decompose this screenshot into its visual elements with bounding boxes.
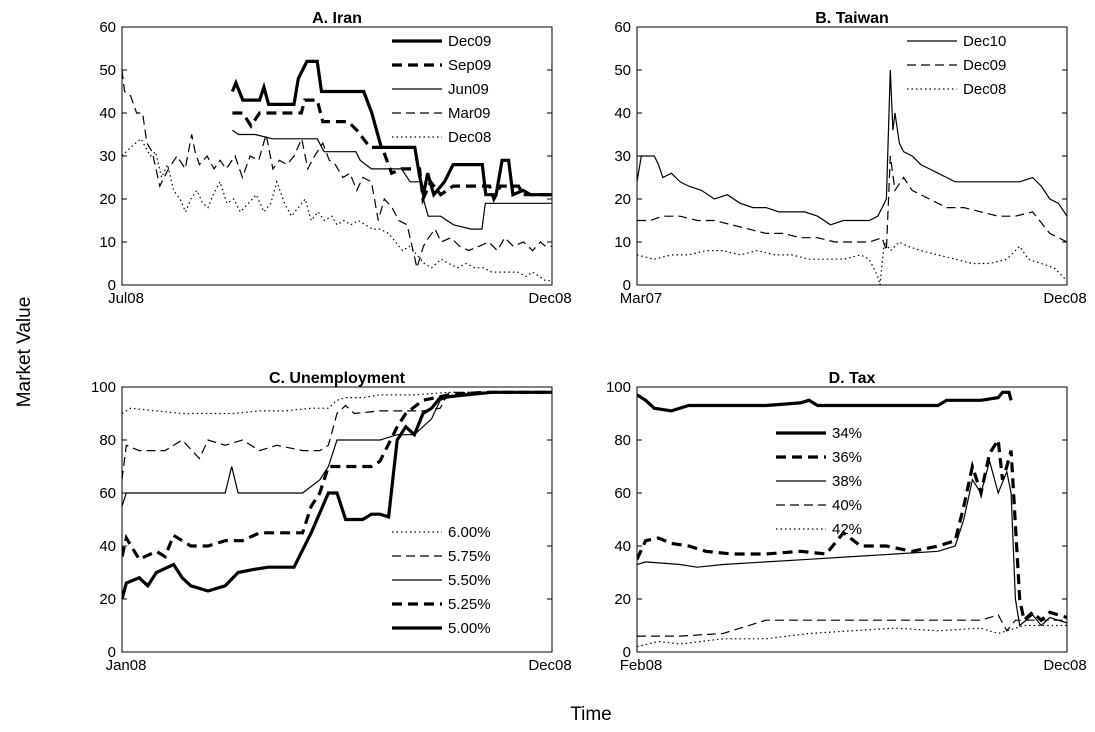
y-tick-label: 60 [99,485,116,502]
y-tick-label: 20 [99,191,116,208]
series-line-34% [637,390,1013,413]
y-tick-label: 30 [614,148,631,165]
series-line-Sep09 [232,98,552,205]
y-tick-label: 40 [99,105,116,122]
y-tick-label: 0 [623,644,631,661]
legend-label: Dec09 [963,57,1006,74]
series-line-5.25% [122,390,552,562]
legend-label: 6.00% [448,524,491,541]
x-tick-label: Dec08 [1043,290,1086,307]
legend-label: 36% [832,449,862,466]
series-line-Dec08 [637,240,1067,285]
series-line-Dec09 [637,155,1067,251]
x-tick-label: Dec08 [528,657,571,674]
y-tick-label: 50 [99,62,116,79]
legend-label: 5.75% [448,548,491,565]
y-tick-label: 40 [614,538,631,555]
legend-label: Sep09 [448,57,491,74]
x-tick-label: Dec08 [1043,657,1086,674]
chart-panel-3: 0 20 40 60 80 100 Jan08 Dec08 C. Unemployment 6.0… [91,370,572,674]
plot-frame [121,26,553,286]
y-tick-label: 10 [99,234,116,251]
panel-title: C. Unemployment [269,370,406,387]
series-line-5.50% [122,391,552,507]
series-line-42% [637,624,1067,648]
y-tick-label: 40 [614,105,631,122]
y-tick-label: 20 [99,591,116,608]
legend-label: 5.50% [448,572,491,589]
y-tick-label: 0 [108,644,116,661]
y-tick-label: 20 [614,591,631,608]
y-tick-label: 50 [614,62,631,79]
legend-label: 5.25% [448,596,491,613]
y-tick-label: 100 [91,379,116,396]
legend-label: Dec08 [448,129,491,146]
chart-panel-1: 0 10 20 30 40 50 60 Jul08 Dec08 A. Iran Dec09 Sep09… [99,10,571,307]
legend-label: Jun09 [448,81,489,98]
plot-frame [636,26,1068,286]
y-tick-label: 20 [614,191,631,208]
x-tick-label: Mar07 [620,290,663,307]
y-tick-label: 60 [614,485,631,502]
panel-title: D. Tax [829,370,876,387]
figure-xlabel: Time [570,704,612,725]
legend-label: Dec10 [963,33,1006,50]
x-tick-label: Jul08 [108,290,144,307]
series-line-40% [637,614,1067,637]
legend: 34% 36% 38% 40% 42% [776,425,862,538]
y-tick-label: 30 [99,148,116,165]
plot-frame [121,386,553,653]
legend-label: 40% [832,497,862,514]
series-line-Dec10 [637,69,1067,226]
legend: 6.00% 5.75% 5.50% 5.25% 5.00% [392,524,491,637]
series-line-Dec08 [122,137,552,282]
series-line-5.00% [122,390,552,600]
legend-label: 5.00% [448,620,491,637]
y-tick-label: 80 [99,432,116,449]
panels: 0 10 20 30 40 50 60 Jul08 Dec08 A. Iran Dec09 Sep09… [91,10,1087,674]
y-tick-label: 100 [606,379,631,396]
legend-label: 34% [832,425,862,442]
figure-ylabel: Market Value [14,297,35,408]
series-line-Dec09 [230,59,552,199]
series-line-6.00% [122,391,552,415]
y-tick-label: 0 [623,277,631,294]
series-line-38% [637,458,1067,627]
panel-title: B. Taiwan [815,10,889,27]
series-line-36% [637,435,1067,624]
legend: Dec10 Dec09 Dec08 [907,33,1006,98]
chart-panel-4: 0 20 40 60 80 100 Feb08 Dec08 D. Tax 34% 36% 38% 40%… [606,370,1087,674]
panel-title: A. Iran [312,10,362,27]
x-tick-label: Dec08 [528,290,571,307]
y-tick-label: 0 [108,277,116,294]
legend-label: Mar09 [448,105,491,122]
y-tick-label: 80 [614,432,631,449]
legend-label: 42% [832,521,862,538]
legend: Dec09 Sep09 Jun09 Mar09 Dec08 [392,33,491,146]
series-line-Jun09 [232,129,552,230]
x-tick-label: Jan08 [106,657,147,674]
y-tick-label: 60 [99,19,116,36]
legend-label: Dec09 [448,33,491,50]
y-tick-label: 40 [99,538,116,555]
legend-label: 38% [832,473,862,490]
legend-label: Dec08 [963,81,1006,98]
x-tick-label: Feb08 [620,657,663,674]
y-tick-label: 10 [614,234,631,251]
series-line-Mar09 [122,69,552,271]
y-tick-label: 60 [614,19,631,36]
plot-frame [636,386,1068,653]
